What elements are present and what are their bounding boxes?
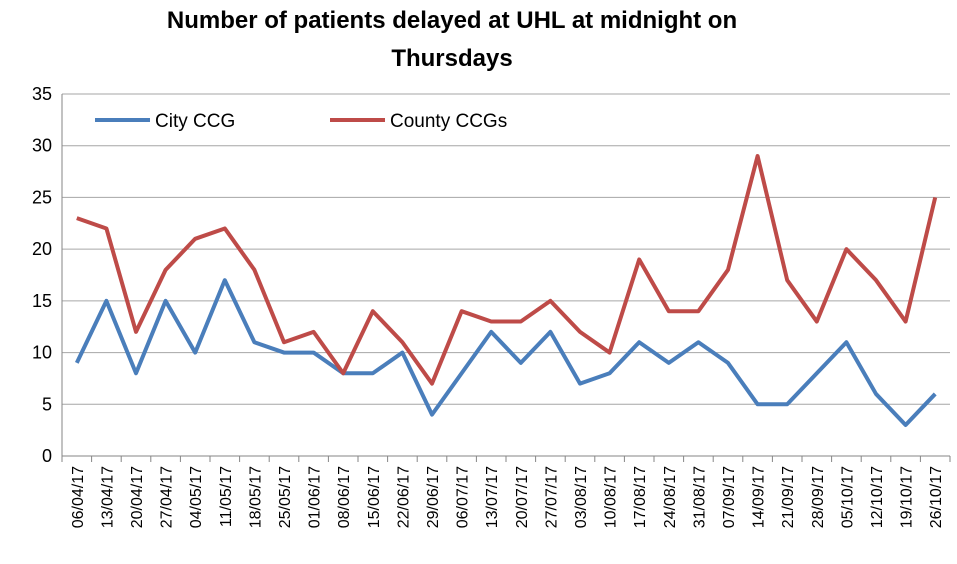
x-tick-label: 05/10/17	[839, 466, 856, 528]
x-tick-label: 12/10/17	[869, 466, 886, 528]
x-tick-label: 06/04/17	[70, 466, 87, 528]
chart-title: Number of patients delayed at UHL at mid…	[167, 7, 737, 34]
x-tick-label: 18/05/17	[247, 466, 264, 528]
legend-label: City CCG	[155, 111, 235, 132]
x-tick-label: 07/09/17	[721, 466, 738, 528]
x-tick-label: 25/05/17	[277, 466, 294, 528]
x-tick-label: 03/08/17	[573, 466, 590, 528]
x-tick-label: 15/06/17	[366, 466, 383, 528]
y-tick-label: 20	[32, 239, 52, 259]
y-tick-label: 0	[42, 446, 52, 466]
legend-label: County CCGs	[390, 111, 507, 132]
x-tick-label: 29/06/17	[425, 466, 442, 528]
x-tick-label: 22/06/17	[395, 466, 412, 528]
x-tick-label: 27/07/17	[543, 466, 560, 528]
x-tick-label: 14/09/17	[751, 466, 768, 528]
x-tick-label: 31/08/17	[691, 466, 708, 528]
series-line	[74, 278, 937, 427]
x-tick-label: 11/05/17	[218, 466, 235, 527]
x-tick-label: 13/07/17	[484, 466, 501, 528]
chart-title: Thursdays	[391, 45, 512, 72]
x-tick-label: 06/07/17	[455, 466, 472, 528]
x-tick-label: 08/06/17	[336, 466, 353, 528]
y-tick-label: 25	[32, 187, 52, 207]
x-tick-label: 13/04/17	[99, 466, 116, 528]
x-tick-label: 19/10/17	[899, 466, 916, 528]
y-tick-label: 10	[32, 343, 52, 363]
x-tick-label: 20/04/17	[129, 466, 146, 528]
x-tick-label: 28/09/17	[810, 466, 827, 528]
x-tick-label: 17/08/17	[632, 466, 649, 528]
x-tick-label: 24/08/17	[662, 466, 679, 528]
x-tick-label: 21/09/17	[780, 466, 797, 528]
x-tick-label: 04/05/17	[188, 466, 205, 528]
series-line	[76, 154, 938, 386]
y-tick-label: 5	[42, 394, 52, 414]
y-tick-label: 35	[32, 84, 52, 104]
x-tick-label: 01/06/17	[307, 466, 324, 528]
x-tick-label: 10/08/17	[603, 466, 620, 528]
x-tick-label: 26/10/17	[928, 466, 945, 528]
y-tick-label: 15	[32, 291, 52, 311]
x-tick-label: 27/04/17	[159, 466, 176, 528]
x-tick-label: 20/07/17	[514, 466, 531, 528]
y-tick-label: 30	[32, 136, 52, 156]
